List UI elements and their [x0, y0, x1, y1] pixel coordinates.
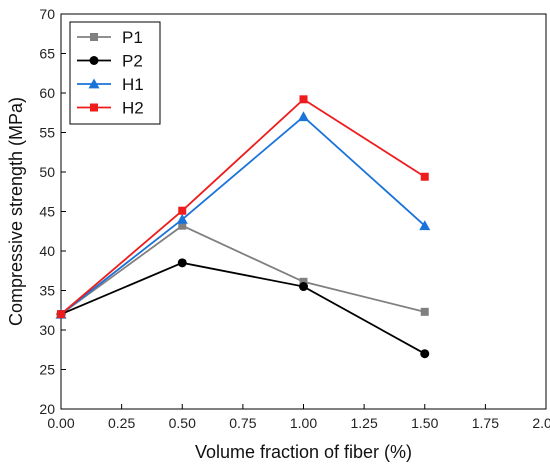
- y-tick-label: 30: [39, 322, 55, 338]
- legend-label: P1: [122, 28, 143, 47]
- x-axis-title: Volume fraction of fiber (%): [195, 442, 412, 462]
- x-tick-label: 1.50: [411, 415, 438, 431]
- x-tick-label: 1.25: [351, 415, 378, 431]
- legend-item-h1: H1: [77, 75, 144, 94]
- legend-item-p1: P1: [77, 28, 143, 47]
- legend-label: H2: [122, 99, 144, 118]
- data-point-p2: [420, 349, 430, 359]
- data-point-h2: [420, 172, 429, 181]
- legend-marker: [90, 103, 98, 112]
- x-tick-label: 2.00: [532, 415, 550, 431]
- y-tick-label: 25: [39, 362, 55, 378]
- legend-label: H1: [122, 75, 144, 94]
- legend-label: P2: [122, 52, 143, 71]
- x-tick-label: 0.25: [108, 415, 135, 431]
- y-axis-ticks: 20 25 30 35 40 45 50 55 60 65 70: [39, 6, 66, 417]
- y-tick-label: 40: [39, 243, 55, 259]
- y-axis-title: Compressive strength (MPa): [6, 97, 26, 326]
- series-line-h1: [60, 115, 426, 315]
- x-tick-label: 0.50: [169, 415, 196, 431]
- x-tick-label: 0.75: [229, 415, 256, 431]
- data-point-p1: [420, 307, 429, 316]
- data-point-h1: [176, 213, 188, 224]
- legend-item-p2: P2: [77, 52, 143, 71]
- x-tick-label: 0.00: [47, 415, 74, 431]
- series-line-p2: [60, 261, 426, 355]
- legend-item-h2: H2: [77, 99, 144, 118]
- y-tick-label: 60: [39, 85, 55, 101]
- data-point-p1: [299, 277, 308, 286]
- series-h2: [57, 95, 429, 319]
- data-point-h2: [299, 95, 308, 104]
- data-point-p2: [177, 258, 187, 268]
- y-tick-label: 20: [39, 401, 55, 417]
- y-tick-label: 45: [39, 204, 55, 220]
- data-point-h1: [298, 111, 309, 122]
- legend-marker: [90, 33, 98, 41]
- y-tick-label: 50: [39, 164, 55, 180]
- x-axis-ticks: 0.00 0.25 0.50 0.75 1.00 1.25 1.50 1.75 2.00: [47, 404, 550, 431]
- data-point-p1: [178, 221, 187, 230]
- y-tick-label: 70: [39, 6, 55, 22]
- data-point-p2: [299, 282, 308, 292]
- data-point-h1: [419, 220, 431, 231]
- legend-marker: [89, 56, 99, 65]
- x-tick-label: 1.00: [290, 415, 317, 431]
- data-point-h2: [178, 206, 187, 215]
- y-tick-label: 35: [39, 283, 55, 299]
- y-tick-label: 55: [39, 125, 55, 141]
- series-line-p1: [60, 224, 425, 315]
- series-line-h2: [60, 98, 426, 315]
- x-tick-label: 1.75: [472, 415, 499, 431]
- series-h1: [55, 111, 431, 319]
- series-layer: [55, 95, 431, 359]
- y-tick-label: 65: [39, 46, 55, 62]
- legend-box: [69, 21, 161, 125]
- data-point-h2: [57, 310, 65, 319]
- legend-marker: [88, 78, 100, 89]
- legend: P1 P2 H1 H2: [69, 21, 161, 125]
